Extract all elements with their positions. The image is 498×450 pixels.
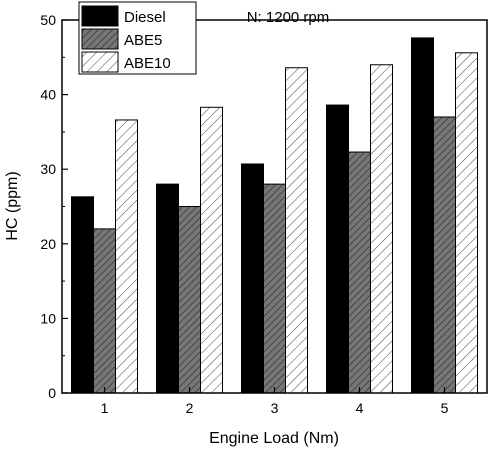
y-axis-ticks: 0 10 20 30 40 50 <box>40 12 68 401</box>
bar-abe5-load-5 <box>433 116 456 394</box>
legend-label-diesel: Diesel <box>124 9 166 26</box>
legend-label-abe5: ABE5 <box>124 32 162 49</box>
x-tick-label: 5 <box>441 400 449 416</box>
bar-diesel-load-1 <box>71 196 94 394</box>
x-axis-label: Engine Load (Nm) <box>209 430 339 447</box>
bar-abe10-load-2 <box>200 106 223 394</box>
y-tick-label: 0 <box>48 385 56 401</box>
y-axis-label: HC (ppm) <box>4 171 21 240</box>
y-tick-label: 50 <box>40 12 56 28</box>
legend-swatch-abe10 <box>81 51 119 73</box>
bar-abe10-load-3 <box>285 67 308 394</box>
bars-group <box>71 37 478 394</box>
speed-annotation: N: 1200 rpm <box>247 9 330 26</box>
legend-label-abe10: ABE10 <box>124 55 171 72</box>
bar-abe10-load-4 <box>370 64 393 394</box>
bar-abe10-load-1 <box>115 119 138 394</box>
y-tick-label: 10 <box>40 310 56 326</box>
bar-diesel-load-5 <box>411 37 434 394</box>
bar-diesel-load-2 <box>156 183 179 394</box>
x-tick-label: 2 <box>186 400 194 416</box>
bar-diesel-load-4 <box>326 104 349 394</box>
bar-abe5-load-1 <box>93 228 116 394</box>
x-axis-ticks: 1 2 3 4 5 <box>101 387 449 416</box>
x-tick-label: 3 <box>271 400 279 416</box>
legend-swatch-diesel <box>81 5 119 27</box>
legend-swatch-abe5 <box>81 28 119 50</box>
bar-diesel-load-3 <box>241 163 264 394</box>
bar-abe5-load-4 <box>348 151 371 394</box>
bar-abe10-load-5 <box>455 52 478 394</box>
legend: Diesel ABE5 ABE10 <box>78 1 197 75</box>
x-tick-label: 4 <box>356 400 364 416</box>
y-tick-label: 30 <box>40 161 56 177</box>
bar-abe5-load-3 <box>263 183 286 394</box>
x-tick-label: 1 <box>101 400 109 416</box>
bar-abe5-load-2 <box>178 206 201 394</box>
y-tick-label: 20 <box>40 236 56 252</box>
y-tick-label: 40 <box>40 87 56 103</box>
